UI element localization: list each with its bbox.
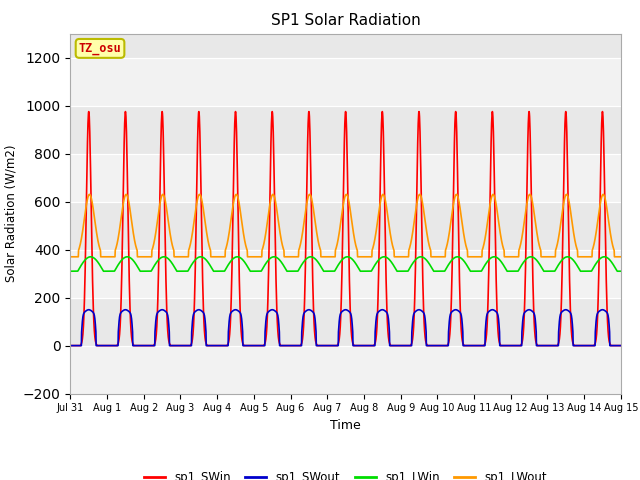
sp1_LWin	[86, 254, 94, 260]
sp1_SWout	[67, 343, 74, 348]
sp1_SWout	[217, 343, 225, 348]
sp1_SWin	[617, 343, 625, 348]
sp1_SWout	[509, 343, 517, 348]
Bar	[70, 346, 621, 394]
sp1_SWout	[408, 322, 416, 327]
sp1_LWin	[593, 260, 601, 265]
sp1_LWin	[408, 261, 416, 267]
sp1_LWin	[217, 268, 225, 274]
Bar	[70, 58, 621, 106]
sp1_SWin	[593, 328, 601, 334]
Line: sp1_LWout: sp1_LWout	[70, 194, 621, 257]
sp1_LWout	[593, 225, 601, 230]
sp1_LWout	[509, 254, 517, 260]
Y-axis label: Solar Radiation (W/m2): Solar Radiation (W/m2)	[4, 145, 17, 282]
sp1_LWout	[351, 239, 359, 245]
sp1_LWout	[86, 192, 93, 197]
sp1_SWin	[85, 108, 93, 114]
Legend: sp1_SWin, sp1_SWout, sp1_LWin, sp1_LWout: sp1_SWin, sp1_SWout, sp1_LWin, sp1_LWout	[139, 466, 552, 480]
Line: sp1_SWin: sp1_SWin	[70, 111, 621, 346]
sp1_SWin	[351, 343, 359, 348]
Bar	[70, 154, 621, 202]
sp1_SWin	[408, 338, 416, 344]
sp1_SWin	[509, 343, 517, 348]
sp1_LWout	[408, 231, 416, 237]
sp1_SWout	[169, 343, 177, 348]
sp1_LWin	[617, 268, 625, 274]
Text: TZ_osu: TZ_osu	[79, 42, 122, 55]
sp1_SWout	[617, 343, 625, 348]
Title: SP1 Solar Radiation: SP1 Solar Radiation	[271, 13, 420, 28]
sp1_SWout	[85, 307, 93, 312]
sp1_LWout	[217, 254, 225, 260]
sp1_LWout	[169, 245, 177, 251]
sp1_LWin	[169, 262, 177, 268]
sp1_LWout	[617, 254, 625, 260]
sp1_SWout	[351, 343, 359, 348]
sp1_LWin	[509, 268, 517, 274]
Line: sp1_LWin: sp1_LWin	[70, 257, 621, 271]
X-axis label: Time: Time	[330, 419, 361, 432]
sp1_SWin	[67, 343, 74, 348]
Bar	[70, 250, 621, 298]
sp1_LWin	[67, 268, 74, 274]
sp1_LWout	[67, 254, 74, 260]
sp1_SWin	[169, 343, 177, 348]
sp1_SWin	[217, 343, 225, 348]
sp1_LWin	[351, 260, 359, 265]
Line: sp1_SWout: sp1_SWout	[70, 310, 621, 346]
sp1_SWout	[593, 312, 601, 318]
